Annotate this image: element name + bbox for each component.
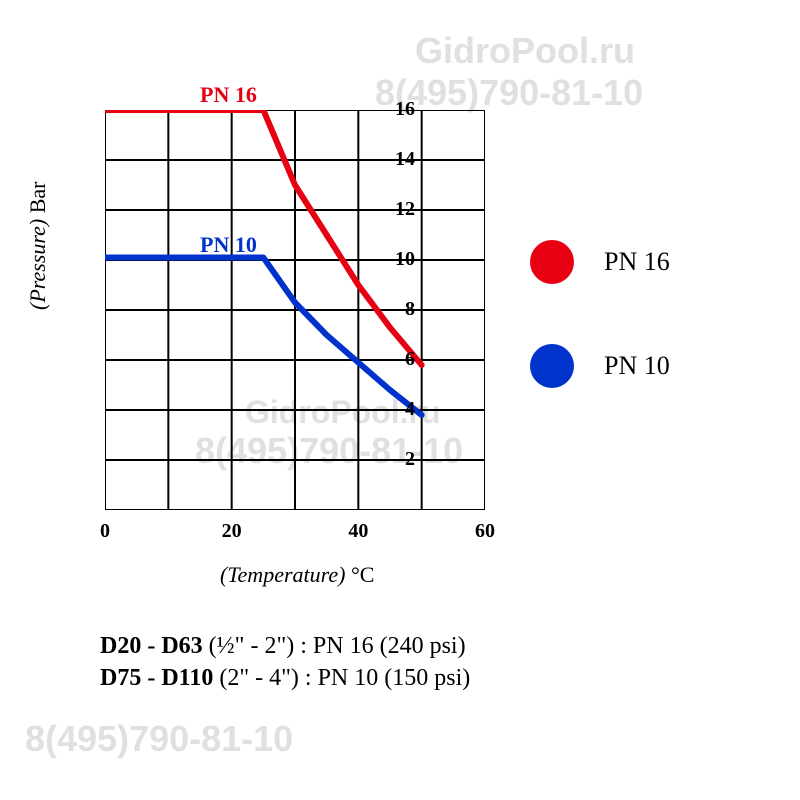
series-line	[105, 258, 422, 416]
watermark-brand: GidroPool.ru	[415, 30, 635, 72]
legend-item: PN 10	[530, 344, 670, 388]
watermark-phone: 8(495)790-81-10	[375, 72, 643, 114]
caption-line-2-bold: D75 - D110	[100, 665, 213, 691]
x-tick-label: 40	[343, 520, 373, 543]
caption-line-1-rest: (½" - 2") : PN 16 (240 psi)	[203, 633, 466, 659]
y-tick-label: 6	[375, 348, 415, 371]
series-label: PN 16	[200, 82, 257, 108]
legend-dot-icon	[530, 344, 574, 388]
series-label: PN 10	[200, 232, 257, 258]
y-tick-label: 10	[375, 248, 415, 271]
x-tick-label: 20	[217, 520, 247, 543]
y-tick-label: 16	[375, 98, 415, 121]
caption-line-2-rest: (2" - 4") : PN 10 (150 psi)	[213, 665, 470, 691]
legend-label: PN 16	[604, 247, 670, 277]
x-axis-label-italic: (Temperature)	[220, 562, 345, 587]
y-tick-label: 12	[375, 198, 415, 221]
chart-svg	[105, 110, 485, 510]
x-tick-label: 0	[90, 520, 120, 543]
y-axis-label: (Pressure) Bar	[25, 182, 51, 311]
legend-dot-icon	[530, 240, 574, 284]
caption-line-1-bold: D20 - D63	[100, 633, 203, 659]
y-tick-label: 2	[375, 448, 415, 471]
legend: PN 16 PN 10	[530, 240, 670, 448]
y-tick-label: 8	[375, 298, 415, 321]
x-tick-label: 60	[470, 520, 500, 543]
x-axis-label: (Temperature) °C	[220, 562, 374, 588]
watermark-phone-bottom: 8(495)790-81-10	[25, 718, 293, 760]
y-axis-label-unit: Bar	[25, 182, 50, 214]
caption-line-2: D75 - D110 (2" - 4") : PN 10 (150 psi)	[100, 662, 470, 694]
x-axis-label-unit: °C	[351, 562, 374, 587]
caption: D20 - D63 (½" - 2") : PN 16 (240 psi) D7…	[100, 630, 470, 695]
y-tick-label: 14	[375, 148, 415, 171]
y-axis-label-italic: (Pressure)	[25, 219, 50, 310]
y-tick-label: 4	[375, 398, 415, 421]
plot-area: PN 16PN 10	[105, 110, 485, 510]
legend-label: PN 10	[604, 351, 670, 381]
legend-item: PN 16	[530, 240, 670, 284]
caption-line-1: D20 - D63 (½" - 2") : PN 16 (240 psi)	[100, 630, 470, 662]
